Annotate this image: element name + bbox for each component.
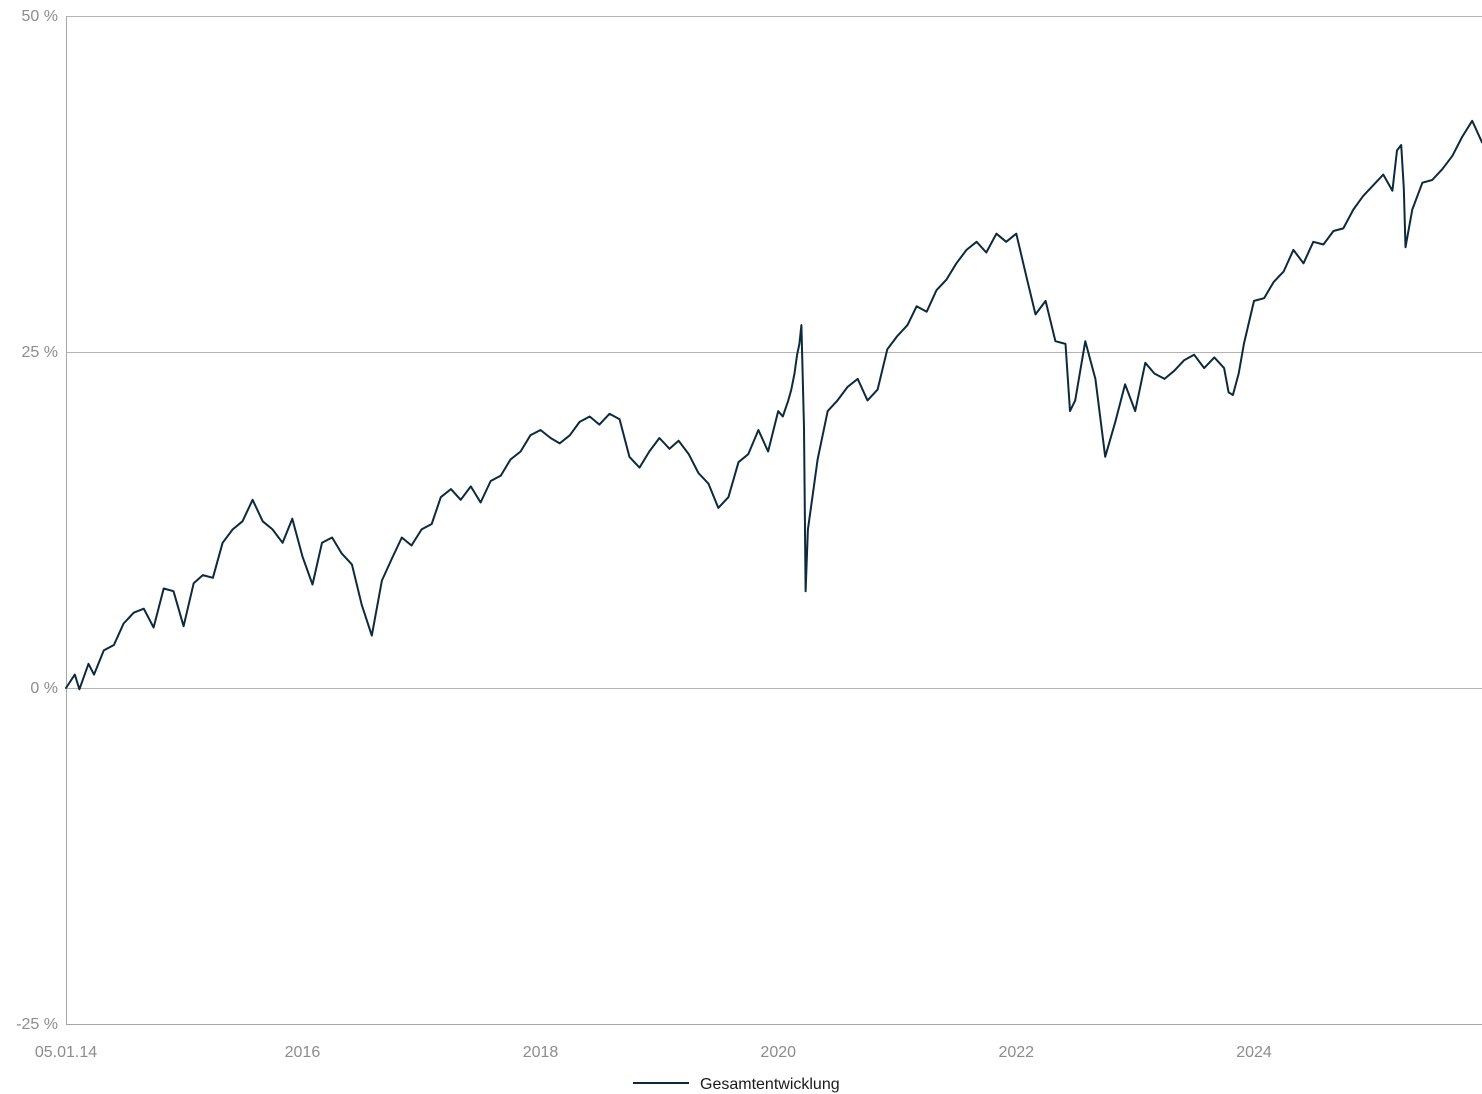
series-line-0 bbox=[65, 119, 1482, 691]
y-tick-label: 25 % bbox=[22, 344, 58, 361]
x-tick-label: 05.01.14 bbox=[35, 1044, 97, 1061]
legend-label-gesamtentwicklung: Gesamtentwicklung bbox=[700, 1076, 840, 1093]
y-axis-tick-labels: 50 % 25 % 0 % -25 % bbox=[16, 8, 58, 1033]
x-tick-label: 2016 bbox=[285, 1044, 321, 1061]
series-layer bbox=[65, 119, 1482, 691]
y-tick-label: 50 % bbox=[22, 8, 58, 25]
x-tick-label: 2024 bbox=[1236, 1044, 1272, 1061]
legend[interactable]: Gesamtentwicklung bbox=[633, 1076, 840, 1093]
y-tick-label: 0 % bbox=[30, 680, 58, 697]
x-tick-label: 2018 bbox=[523, 1044, 559, 1061]
x-tick-label: 2022 bbox=[998, 1044, 1034, 1061]
grid-lines bbox=[66, 16, 1482, 1025]
x-tick-label: 2020 bbox=[760, 1044, 796, 1061]
x-axis-tick-labels: 05.01.14 2016 2018 2020 2022 2024 bbox=[35, 1044, 1272, 1061]
y-tick-label: -25 % bbox=[16, 1016, 58, 1033]
